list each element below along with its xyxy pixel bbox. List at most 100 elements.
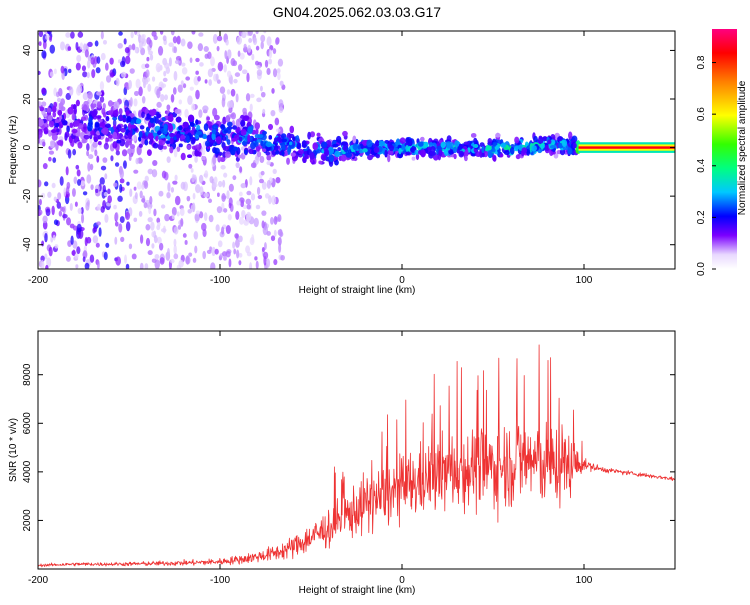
spectrogram-speckle <box>247 31 253 36</box>
spectrogram-blob <box>387 150 394 156</box>
spectrogram-speckle <box>66 217 71 226</box>
spectrogram-speckle <box>228 258 232 268</box>
snr-marks <box>38 344 675 568</box>
spectrogram-speckle <box>156 88 161 99</box>
spectrogram-blob <box>487 138 493 145</box>
x-tick-label: -200 <box>28 275 48 286</box>
spectrogram-speckle <box>187 41 193 49</box>
spectrogram-blob <box>167 124 172 130</box>
spectrogram-blob <box>316 132 321 137</box>
spectrogram-blob <box>281 144 286 151</box>
spectrogram-speckle <box>259 85 263 92</box>
spectrogram-speckle <box>201 222 207 232</box>
spectrogram-speckle <box>94 149 98 157</box>
spectrogram-blob <box>127 132 133 140</box>
spectrogram-speckle <box>119 178 125 184</box>
spectrogram-blob <box>105 116 110 122</box>
spectrogram-blob <box>195 119 199 126</box>
spectrogram-blob <box>215 136 222 145</box>
spectrogram-speckle <box>119 216 125 224</box>
spectrogram-blob <box>531 145 537 152</box>
spectrogram-speckle <box>160 228 167 233</box>
spectrogram-blob <box>112 116 118 121</box>
spectrogram-speckle <box>173 226 179 235</box>
spectrogram-speckle <box>151 231 155 238</box>
spectrogram-blob <box>340 154 347 162</box>
spectrogram-speckle <box>225 224 231 235</box>
spectrogram-speckle <box>58 136 64 141</box>
spectrogram-speckle <box>176 211 180 217</box>
spectrogram-speckle <box>96 259 100 269</box>
spectrogram-speckle <box>100 31 104 40</box>
spectrogram-speckle <box>214 248 219 255</box>
spectrogram-blob <box>150 122 155 128</box>
spectrogram-speckle <box>260 170 265 176</box>
spectrogram-blob <box>107 110 113 116</box>
spectrogram-speckle <box>187 95 193 106</box>
spectrogram-blob <box>135 118 142 124</box>
spectrogram-speckle <box>125 263 130 269</box>
spectrogram-speckle <box>236 200 241 206</box>
spectrogram-blob <box>189 122 195 127</box>
spectrogram-speckle <box>124 47 130 54</box>
spectrogram-blob <box>96 91 103 96</box>
spectrogram-speckle <box>173 46 178 54</box>
spectrogram-speckle <box>70 235 74 246</box>
spectrogram-blob <box>93 136 98 142</box>
spectrogram-speckle <box>133 217 138 223</box>
spectrogram-blob <box>378 140 386 147</box>
colorbar-tick-label: 0.6 <box>696 107 707 121</box>
spectrogram-blob <box>375 153 381 159</box>
spectrogram-speckle <box>65 92 72 101</box>
spectrogram-blob <box>235 128 240 134</box>
spectrogram-speckle <box>104 213 109 223</box>
y-tick-label: 0 <box>22 144 33 150</box>
spectrogram-speckle <box>160 83 167 88</box>
x-tick-label: 0 <box>399 275 405 286</box>
spectrogram-blob <box>48 120 55 128</box>
spectrogram-blob <box>430 146 436 153</box>
spectrogram-blob <box>521 147 528 154</box>
spectrogram-speckle <box>241 31 247 39</box>
spectrogram-speckle <box>96 56 101 64</box>
spectrogram-speckle <box>54 244 59 249</box>
spectrogram-speckle <box>276 68 281 74</box>
spectrogram-speckle <box>218 180 223 188</box>
spectrogram-speckle <box>147 168 154 175</box>
spectrogram-speckle <box>109 57 114 65</box>
spectrogram-blob <box>405 144 409 152</box>
spectrogram-speckle <box>42 215 48 224</box>
spectrogram-blob <box>337 147 342 152</box>
spectrogram-speckle <box>97 203 101 211</box>
spectrogram-speckle <box>268 58 273 65</box>
spectrogram-speckle <box>126 181 130 186</box>
spectrogram-speckle <box>160 204 166 209</box>
spectrogram-speckle <box>125 211 131 221</box>
spectrogram-blob <box>255 129 259 135</box>
spectrogram-speckle <box>166 156 171 163</box>
spectrogram-speckle <box>135 78 141 89</box>
spectrogram-speckle <box>52 157 57 163</box>
spectrogram-speckle <box>103 191 108 197</box>
spectrogram-speckle <box>113 204 117 210</box>
spectrogram-blob <box>301 140 307 148</box>
spectrogram-blob <box>290 152 296 157</box>
spectrogram-speckle <box>216 35 223 42</box>
spectrogram-speckle <box>277 237 282 246</box>
spectrogram-blob <box>175 116 182 123</box>
spectrogram-blob <box>178 143 183 148</box>
spectrogram-speckle <box>130 31 134 39</box>
spectrogram-speckle <box>144 175 149 182</box>
spectrogram-blob <box>213 114 220 121</box>
spectrogram-speckle <box>118 108 123 115</box>
spectrogram-blob <box>384 139 390 144</box>
spectrogram-blob <box>342 130 348 137</box>
spectrogram-speckle <box>60 65 65 74</box>
spectrogram-speckle <box>206 249 212 254</box>
spectrogram-blob <box>499 153 504 158</box>
spectrogram-blob <box>557 136 563 142</box>
spectrogram-speckle <box>246 204 251 210</box>
spectrogram-speckle <box>139 40 143 50</box>
spectrogram-speckle <box>272 168 277 175</box>
spectrogram-speckle <box>247 45 252 53</box>
